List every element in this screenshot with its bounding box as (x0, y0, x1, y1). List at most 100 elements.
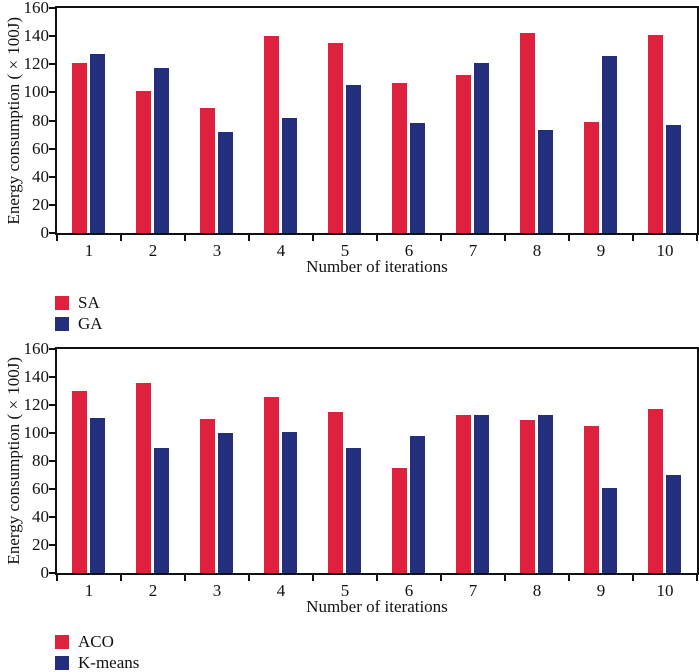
bar-sa-3 (200, 108, 215, 233)
bar-aco-7 (456, 415, 471, 573)
y-axis-tick (49, 175, 55, 178)
bar-sa-8 (520, 33, 535, 233)
x-tick-label: 3 (212, 581, 222, 600)
x-axis-tick (312, 575, 314, 581)
bar-sa-9 (584, 122, 599, 233)
bar-aco-10 (648, 409, 663, 573)
bar-ga-9 (602, 56, 617, 233)
y-axis-tick (49, 63, 55, 66)
x-tick-label: 6 (404, 581, 414, 600)
y-tick-label: 40 (32, 507, 49, 526)
x-axis-tick (184, 235, 186, 241)
bar-ga-7 (474, 63, 489, 233)
x-tick-label: 4 (276, 581, 286, 600)
y-tick-label: 60 (32, 138, 49, 158)
x-tick-label: 8 (532, 241, 542, 260)
y-tick-label: 160 (23, 0, 50, 17)
y-axis-tick (49, 572, 55, 574)
legend-item-ga: GA (55, 313, 103, 334)
y-axis-tick (49, 119, 55, 122)
x-tick-label: 2 (148, 241, 158, 260)
y-axis-tick (49, 147, 55, 150)
x-tick-label: 2 (148, 581, 158, 600)
bottom-x-axis-label: Number of iterations (306, 597, 448, 616)
x-axis-tick (248, 575, 250, 581)
top-chart-legend: SA GA (55, 292, 103, 334)
y-axis-tick (49, 404, 55, 406)
top-x-axis-label: Number of iterations (306, 257, 448, 276)
y-tick-label: 20 (32, 535, 49, 554)
y-tick-label: 100 (23, 82, 50, 102)
bar-k-means-2 (154, 448, 169, 573)
legend-item-kmeans: K-means (55, 652, 139, 672)
bar-ga-4 (282, 118, 297, 233)
aco-color-swatch (55, 634, 69, 649)
bar-k-means-3 (218, 433, 233, 573)
y-tick-label: 60 (32, 479, 49, 498)
kmeans-color-swatch (55, 655, 69, 670)
x-tick-label: 8 (532, 581, 542, 600)
y-tick-label: 0 (40, 563, 50, 582)
x-tick-label: 7 (468, 241, 478, 260)
bar-aco-5 (328, 412, 343, 573)
y-tick-label: 100 (23, 423, 50, 442)
x-axis-tick (376, 575, 378, 581)
y-tick-label: 140 (23, 367, 50, 386)
bar-ga-1 (90, 54, 105, 233)
bar-k-means-5 (346, 448, 361, 573)
y-tick-label: 120 (23, 54, 50, 74)
aco-legend-label: ACO (78, 632, 114, 651)
bar-k-means-6 (410, 436, 425, 573)
x-axis-tick (440, 235, 442, 241)
bar-sa-6 (392, 83, 407, 233)
y-axis-tick (49, 348, 55, 350)
bar-k-means-4 (282, 432, 297, 573)
x-axis-tick (504, 575, 506, 581)
y-axis-tick (49, 516, 55, 518)
y-axis-tick (49, 376, 55, 378)
bar-sa-7 (456, 75, 471, 233)
top-chart-plot: 0 20 40 60 80 100 120 140 160 1 2 3 4 5 6 7 8 9 10 (24, 0, 699, 260)
ga-color-swatch (55, 316, 69, 331)
y-axis-tick (49, 544, 55, 546)
x-axis-tick (120, 575, 122, 581)
y-axis-tick (49, 432, 55, 434)
x-axis-tick (632, 575, 634, 581)
x-axis-tick (696, 235, 698, 241)
y-tick-label: 0 (40, 223, 50, 242)
bar-ga-6 (410, 123, 425, 233)
x-tick-label: 1 (84, 241, 94, 260)
legend-item-sa: SA (55, 292, 103, 313)
bar-k-means-10 (666, 475, 681, 573)
y-tick-label: 80 (32, 451, 49, 470)
y-axis-tick (49, 91, 55, 94)
bar-ga-5 (346, 85, 361, 233)
ga-legend-label: GA (78, 314, 103, 333)
x-tick-label: 9 (596, 241, 606, 260)
x-axis-tick (376, 235, 378, 241)
x-axis-tick (248, 235, 250, 241)
bar-ga-8 (538, 130, 553, 233)
y-axis-tick (49, 232, 55, 234)
y-axis-tick (49, 460, 55, 462)
x-tick-label: 1 (84, 581, 94, 600)
x-tick-label: 7 (468, 581, 478, 600)
x-axis-tick (568, 235, 570, 241)
x-axis-tick (56, 575, 58, 581)
bar-sa-10 (648, 35, 663, 233)
y-tick-label: 20 (32, 194, 49, 214)
legend-item-aco: ACO (55, 631, 139, 652)
y-tick-label: 140 (23, 26, 50, 46)
sa-legend-label: SA (78, 293, 100, 312)
bar-sa-4 (264, 36, 279, 233)
x-axis-tick (184, 575, 186, 581)
bar-sa-5 (328, 43, 343, 233)
y-tick-label: 120 (23, 395, 50, 414)
bar-sa-1 (72, 63, 87, 233)
x-axis-tick (440, 575, 442, 581)
x-axis-tick (632, 235, 634, 241)
x-tick-label: 6 (404, 241, 414, 260)
bar-aco-6 (392, 468, 407, 573)
x-axis-tick (56, 235, 58, 241)
